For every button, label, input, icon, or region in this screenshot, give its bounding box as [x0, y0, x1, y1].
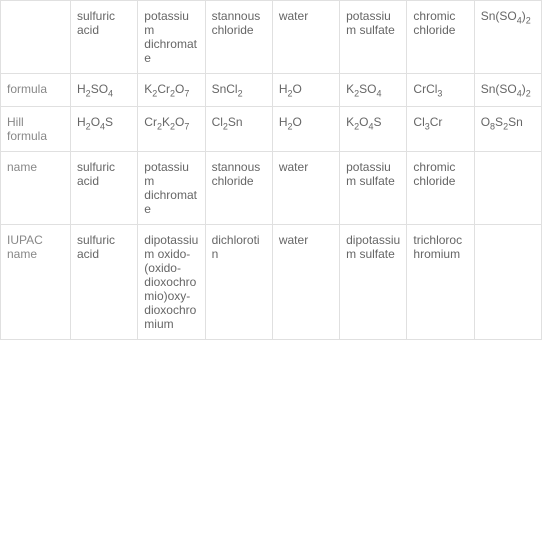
iupac-cell: dipotassium sulfate: [340, 225, 407, 340]
formula-row: formula H2SO4 K2Cr2O7 SnCl2 H2O K2SO4 Cr…: [1, 74, 542, 107]
name-cell: potassium dichromate: [138, 152, 205, 225]
iupac-cell: water: [272, 225, 339, 340]
iupac-cell: dipotassium oxido-(oxido-dioxochromio)ox…: [138, 225, 205, 340]
name-cell: [474, 152, 541, 225]
row-label: IUPAC name: [1, 225, 71, 340]
formula-cell: CrCl3: [407, 74, 474, 107]
formula-cell: Cr2K2O7: [138, 107, 205, 152]
formula-cell: H2SO4: [71, 74, 138, 107]
chemical-table: sulfuric acid potassium dichromate stann…: [0, 0, 542, 340]
formula-cell: H2O: [272, 107, 339, 152]
header-cell: sulfuric acid: [71, 1, 138, 74]
row-label: Hill formula: [1, 107, 71, 152]
name-cell: water: [272, 152, 339, 225]
header-row: sulfuric acid potassium dichromate stann…: [1, 1, 542, 74]
header-cell: potassium dichromate: [138, 1, 205, 74]
name-cell: potassium sulfate: [340, 152, 407, 225]
formula-cell: K2Cr2O7: [138, 74, 205, 107]
name-cell: chromic chloride: [407, 152, 474, 225]
name-row: name sulfuric acid potassium dichromate …: [1, 152, 542, 225]
formula-cell: K2SO4: [340, 74, 407, 107]
iupac-cell: dichlorotin: [205, 225, 272, 340]
name-cell: sulfuric acid: [71, 152, 138, 225]
header-cell: Sn(SO4)2: [474, 1, 541, 74]
header-cell: chromic chloride: [407, 1, 474, 74]
header-empty: [1, 1, 71, 74]
row-label: formula: [1, 74, 71, 107]
header-cell: potassium sulfate: [340, 1, 407, 74]
header-cell: stannous chloride: [205, 1, 272, 74]
formula-cell: Cl3Cr: [407, 107, 474, 152]
name-cell: stannous chloride: [205, 152, 272, 225]
iupac-cell: sulfuric acid: [71, 225, 138, 340]
formula-cell: Sn(SO4)2: [474, 74, 541, 107]
iupac-name-row: IUPAC name sulfuric acid dipotassium oxi…: [1, 225, 542, 340]
formula-cell: H2O: [272, 74, 339, 107]
header-cell: water: [272, 1, 339, 74]
iupac-cell: trichlorochromium: [407, 225, 474, 340]
formula-cell: H2O4S: [71, 107, 138, 152]
formula-cell: O8S2Sn: [474, 107, 541, 152]
row-label: name: [1, 152, 71, 225]
formula-cell: Cl2Sn: [205, 107, 272, 152]
hill-formula-row: Hill formula H2O4S Cr2K2O7 Cl2Sn H2O K2O…: [1, 107, 542, 152]
formula-cell: SnCl2: [205, 74, 272, 107]
formula-cell: K2O4S: [340, 107, 407, 152]
iupac-cell: [474, 225, 541, 340]
